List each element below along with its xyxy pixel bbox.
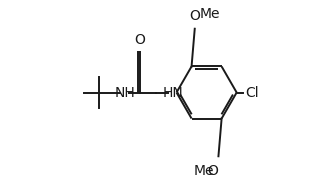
Text: O: O: [135, 33, 146, 47]
Text: HN: HN: [163, 85, 183, 100]
Text: O: O: [207, 164, 218, 178]
Text: Me: Me: [193, 164, 214, 178]
Text: O: O: [189, 9, 200, 23]
Text: Me: Me: [199, 7, 220, 21]
Text: NH: NH: [114, 85, 135, 100]
Text: Cl: Cl: [245, 85, 258, 100]
